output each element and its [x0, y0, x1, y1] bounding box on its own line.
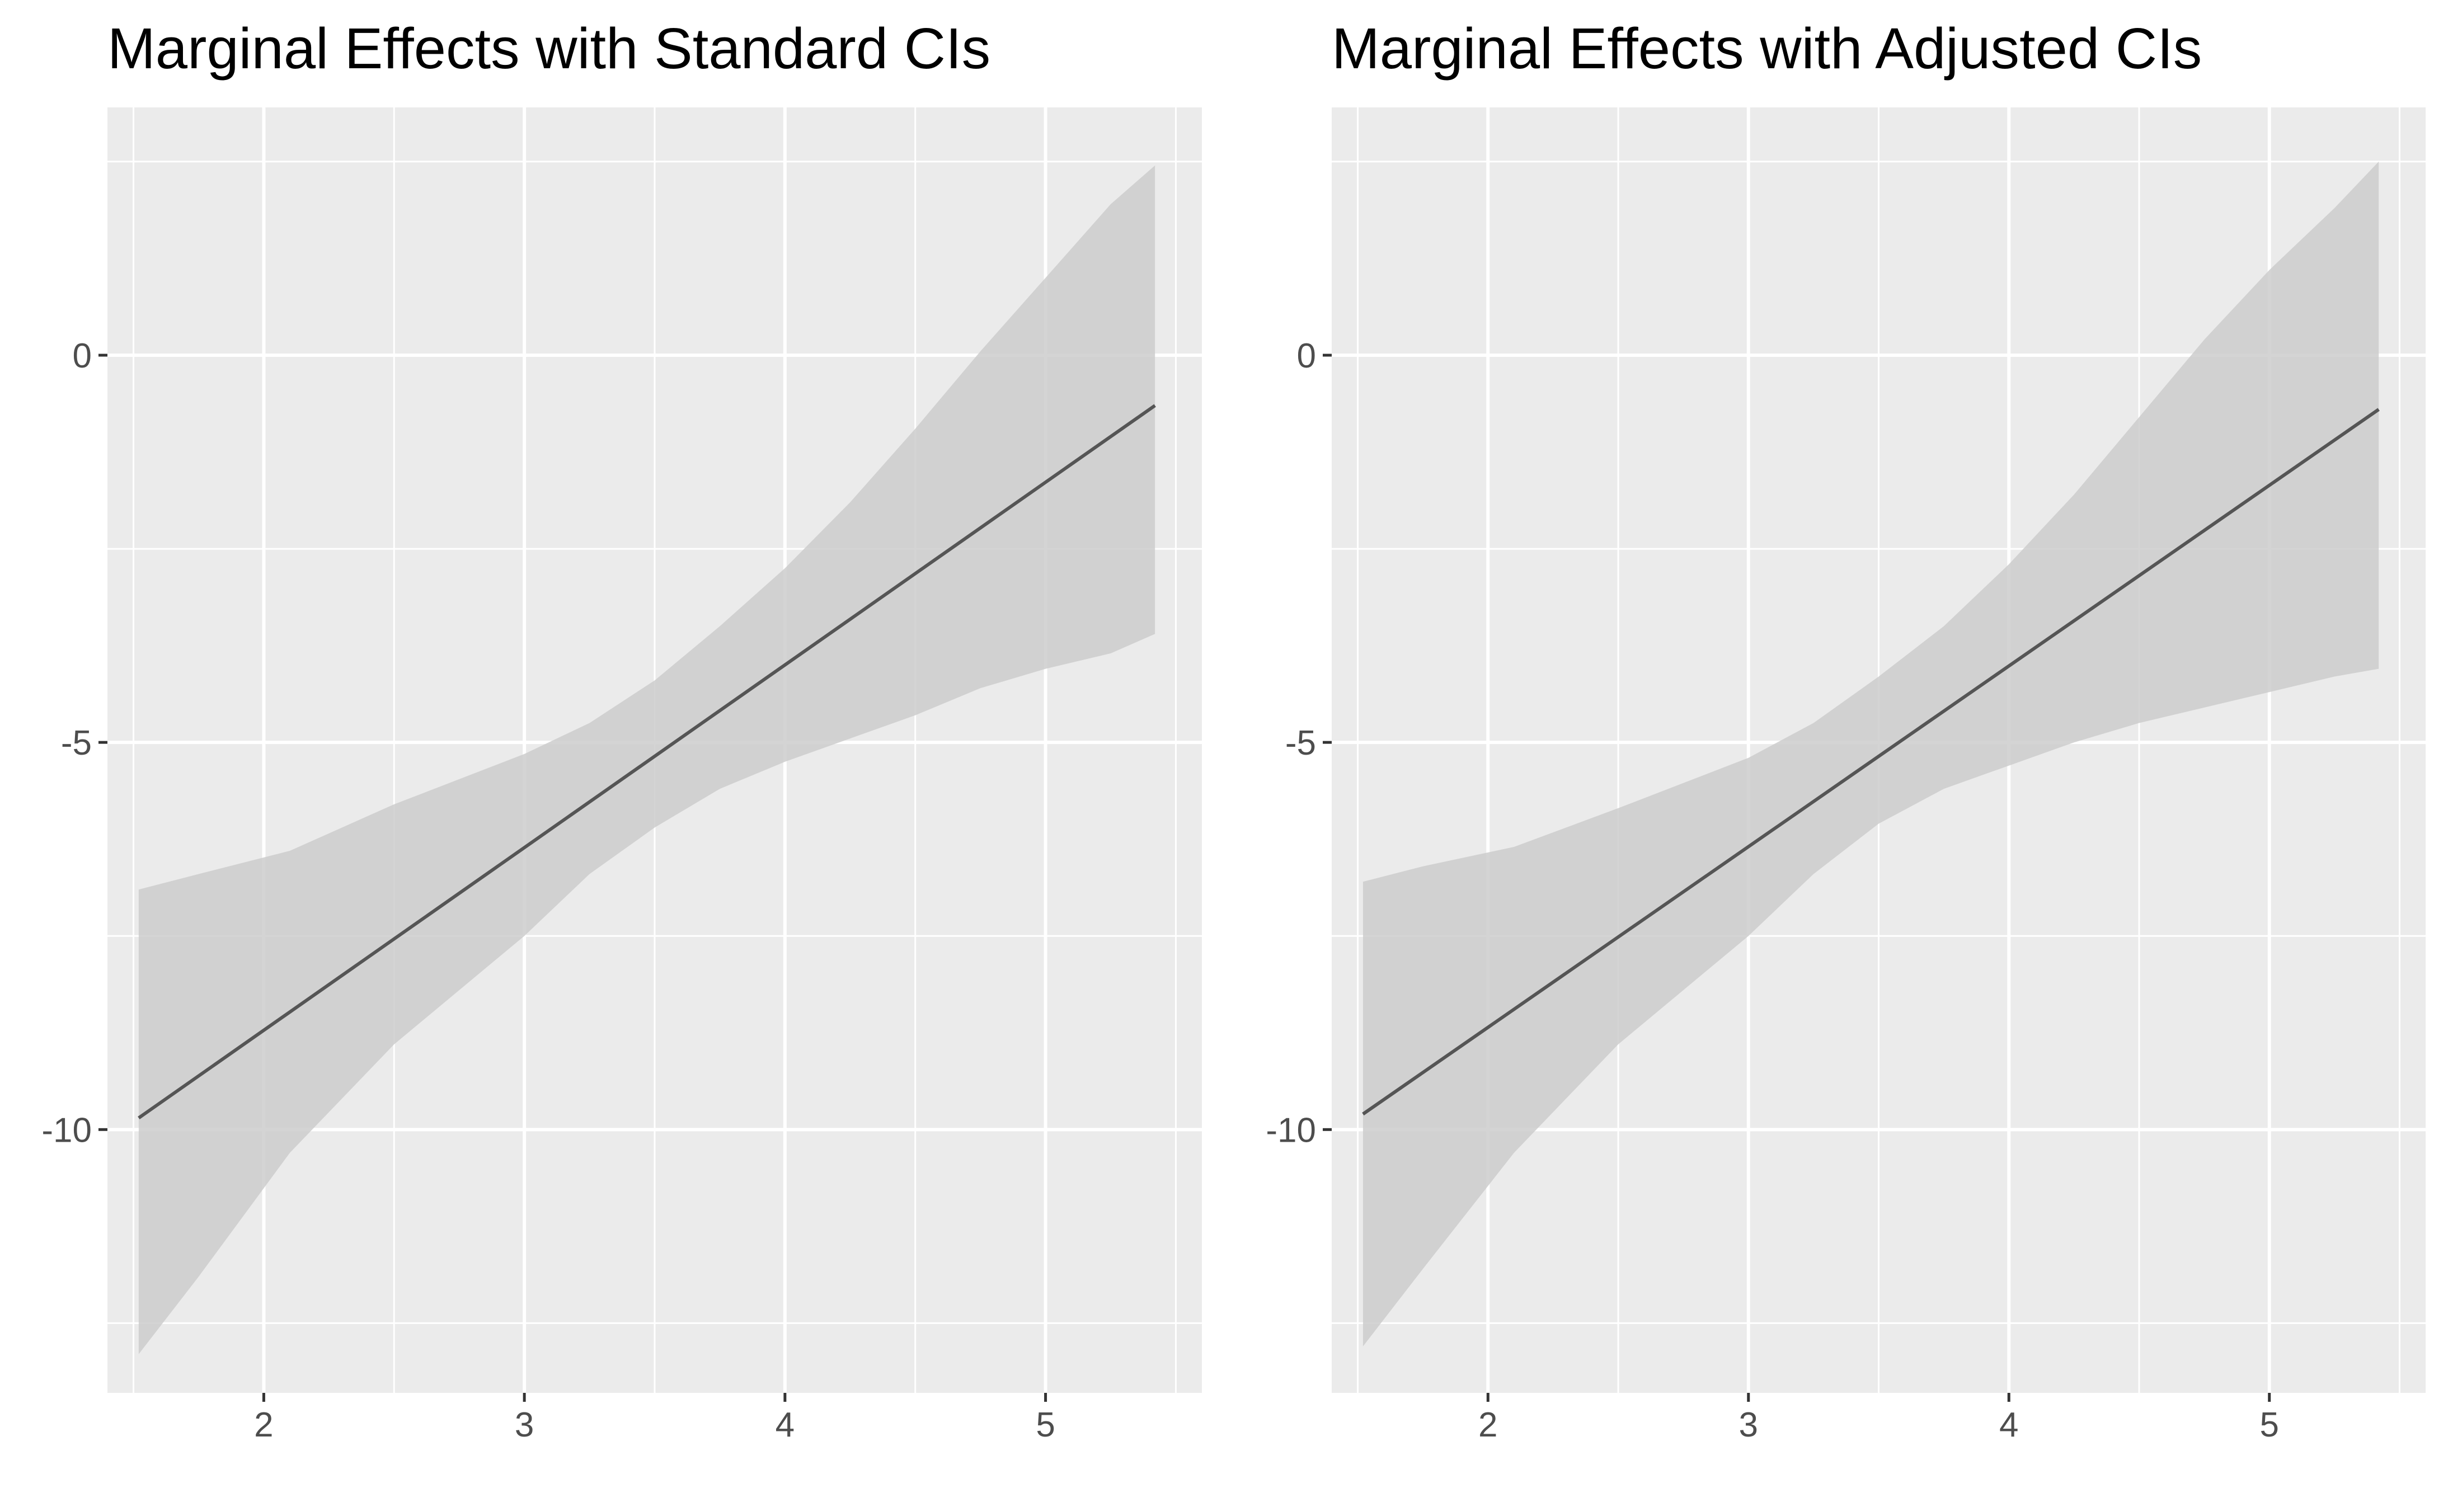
- x-tick-label: 4: [776, 1406, 795, 1444]
- x-tick-label: 5: [1036, 1406, 1055, 1444]
- y-tick-label: -5: [1285, 724, 1316, 762]
- y-tick-label: -5: [61, 724, 92, 762]
- confidence-band: [1362, 161, 2379, 1346]
- x-tick-label: 3: [515, 1406, 534, 1444]
- x-tick-label: 4: [1999, 1406, 2018, 1444]
- minor-gridlines: [1332, 107, 2426, 1393]
- axis-ticks: [1323, 354, 2271, 1402]
- x-axis-tick-labels: 2 3 4 5: [1478, 1406, 2279, 1444]
- estimate-line: [1362, 408, 2380, 1116]
- chart-title: Marginal Effects with Adjusted CIs: [1332, 16, 2202, 81]
- y-axis-tick-labels: 0 -5 -10: [41, 337, 92, 1150]
- axis-ticks: [98, 354, 1047, 1402]
- x-tick-label: 2: [254, 1406, 273, 1444]
- x-axis-tick-labels: 2 3 4 5: [254, 1406, 1055, 1444]
- estimate-line: [138, 404, 1156, 1120]
- x-tick-label: 3: [1739, 1406, 1758, 1444]
- y-axis-tick-labels: 0 -5 -10: [1266, 337, 1316, 1150]
- y-tick-label: 0: [73, 337, 92, 375]
- y-tick-label: -10: [41, 1111, 92, 1150]
- x-tick-label: 5: [2259, 1406, 2278, 1444]
- x-tick-label: 2: [1478, 1406, 1497, 1444]
- chart-title: Marginal Effects with Standard CIs: [107, 16, 990, 81]
- y-tick-label: 0: [1297, 337, 1316, 375]
- y-tick-label: -10: [1266, 1111, 1316, 1150]
